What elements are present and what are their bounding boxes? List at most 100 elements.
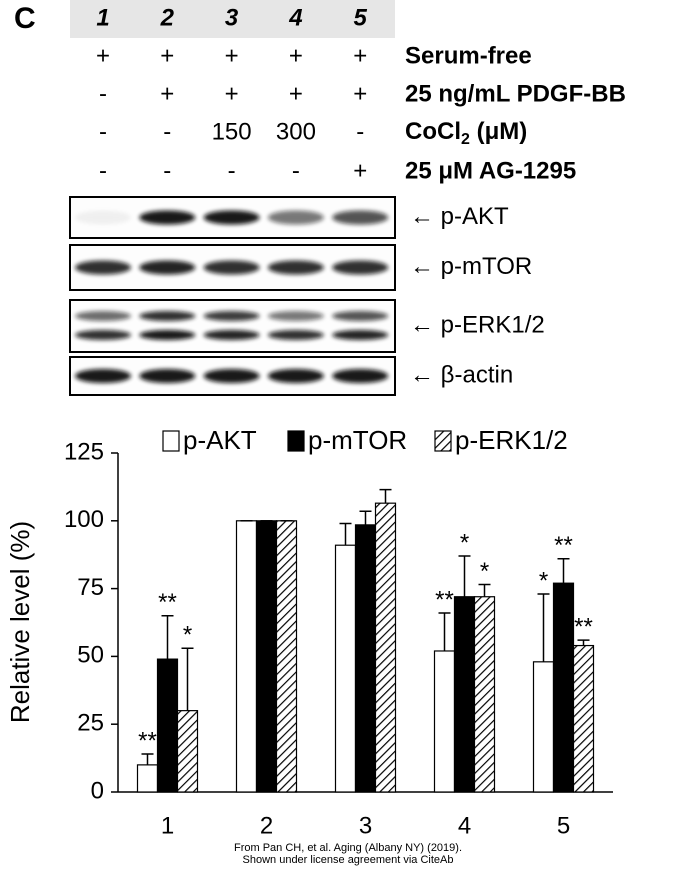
error-bar <box>181 647 194 711</box>
y-tick-label: 75 <box>77 574 104 601</box>
blot-band <box>203 210 260 225</box>
significance: * <box>480 558 489 585</box>
legend-swatch <box>287 430 305 452</box>
significance: ** <box>158 589 177 616</box>
legend-label: p-ERK1/2 <box>455 425 568 455</box>
significance: ** <box>138 727 157 754</box>
chart: Relative level (%) 0255075100125********… <box>5 425 613 839</box>
treatment-cell: 150 <box>212 118 252 145</box>
bar <box>354 524 377 793</box>
bar <box>275 520 298 793</box>
lane-number: 5 <box>354 4 368 31</box>
y-axis-label: Relative level (%) <box>5 521 35 723</box>
bar <box>255 520 278 793</box>
blot-band <box>75 330 131 340</box>
blot: 1 2 3 4 5 + + + + + Serum-free - + + + +25 ng/mL PDGF-B… <box>69 4 626 396</box>
bar <box>136 764 159 793</box>
treatment-cell: - <box>163 157 171 184</box>
blot-band <box>75 210 131 225</box>
bar <box>453 596 476 793</box>
blot-band <box>75 369 131 383</box>
credit: From Pan CH, et al. Aging (Albany NY) (2… <box>234 842 462 854</box>
treatment-cell: + <box>289 80 303 107</box>
treatment-cell: + <box>160 80 174 107</box>
error-bar <box>577 639 590 646</box>
y-tick-label: 0 <box>91 777 104 804</box>
bar <box>176 710 199 793</box>
y-tick-label: 50 <box>77 642 104 669</box>
error-bar <box>537 593 550 662</box>
treatment-cell: - <box>228 157 236 184</box>
treatment-cell: - <box>163 118 171 145</box>
significance: * <box>183 622 192 649</box>
treatment-label: 25 ng/mL PDGF-BB <box>405 80 626 107</box>
blot-label: ← β-actin <box>410 361 513 388</box>
blot-band <box>267 369 324 383</box>
significance: * <box>460 529 469 556</box>
treatment-cell: + <box>353 80 367 107</box>
blot-band <box>203 330 260 340</box>
blot-band <box>267 260 324 275</box>
significance: ** <box>435 586 454 613</box>
lane-number: 2 <box>160 4 175 31</box>
blot-band <box>139 260 196 275</box>
y-tick-label: 25 <box>77 710 104 737</box>
error-bar <box>359 510 372 525</box>
blot-band <box>332 311 389 321</box>
treatment-cell: - <box>99 118 107 145</box>
panel-label: C <box>14 2 36 35</box>
treatment-cell: + <box>225 42 239 69</box>
blot-label: ← p-mTOR <box>410 253 532 280</box>
credit: Shown under license agreement via CiteAb <box>243 854 454 866</box>
significance: ** <box>574 613 593 640</box>
treatment-cell: - <box>292 157 300 184</box>
error-bar <box>438 612 451 651</box>
blot-band <box>139 330 196 340</box>
error-bar <box>141 753 154 765</box>
legend-swatch <box>434 430 452 452</box>
blot-box <box>69 299 396 353</box>
blot-band <box>75 311 131 321</box>
treatment-label: 25 μM AG-1295 <box>405 157 576 184</box>
bar <box>552 582 575 793</box>
bar <box>374 502 397 793</box>
blot-band <box>267 330 324 340</box>
lane-header-bg <box>70 0 395 38</box>
significance: * <box>539 567 548 594</box>
error-bar <box>161 614 174 660</box>
treatment-cell: + <box>225 80 239 107</box>
blot-band <box>139 369 196 383</box>
bar <box>235 520 258 793</box>
label-text: (μM) <box>470 118 527 145</box>
error-bar <box>478 583 491 597</box>
blot-band <box>203 369 260 383</box>
bar <box>572 644 595 793</box>
blot-band <box>332 210 389 225</box>
x-tick-label: 3 <box>359 812 372 839</box>
bar <box>156 658 179 793</box>
label-text: CoCl <box>405 118 461 145</box>
label-subscript: 2 <box>461 131 470 148</box>
treatment-cell: - <box>356 118 364 145</box>
treatment-cell: + <box>289 42 303 69</box>
error-bar <box>379 488 392 504</box>
error-bar <box>458 555 471 597</box>
x-tick-label: 1 <box>161 812 174 839</box>
significance: ** <box>554 532 573 559</box>
error-bar <box>557 558 570 584</box>
blot-band <box>139 311 196 321</box>
treatment-cell: + <box>353 157 367 184</box>
blot-band <box>203 311 260 321</box>
x-tick-label: 2 <box>260 812 273 839</box>
blot-band <box>332 369 389 383</box>
bar <box>532 661 555 793</box>
bar <box>334 544 357 793</box>
treatment-cell: - <box>99 157 107 184</box>
lane-number: 1 <box>96 4 109 31</box>
blot-band <box>75 260 131 275</box>
lane-number: 4 <box>288 4 302 31</box>
legend-label: p-AKT <box>183 425 257 455</box>
y-tick-label: 125 <box>64 438 104 465</box>
x-tick-label: 5 <box>557 812 570 839</box>
